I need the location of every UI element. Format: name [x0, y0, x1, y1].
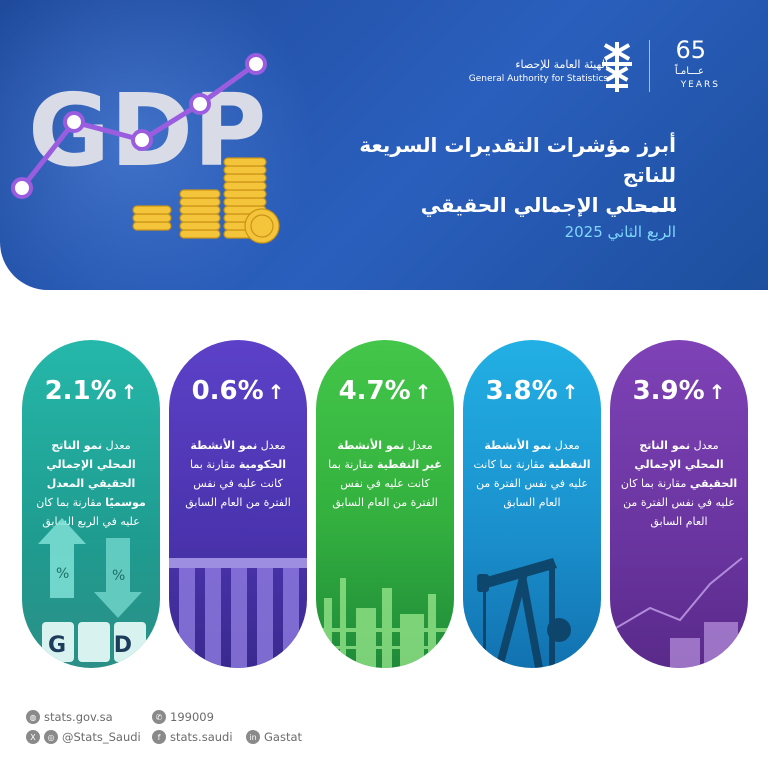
arrow-up-icon: ↑: [267, 380, 285, 404]
card-value: 3.8% ↑: [485, 376, 579, 406]
card-description: معدل نمو الأنشطة غير النفطية مقارنة بما …: [328, 439, 442, 509]
card-description: معدل نمو الناتج المحلي الإجمالي الحقيقي …: [36, 439, 146, 528]
card-description: معدل نمو الأنشطة الحكومية مقارنة بما كان…: [185, 439, 291, 509]
card-real-gdp: 3.9% ↑ معدل نمو الناتج المحلي الإجمالي ال…: [610, 340, 748, 668]
columns-building-icon: [169, 558, 307, 668]
facebook-icon: f: [152, 730, 166, 744]
card-non-oil-activities: 4.7% ↑ معدل نمو الأنشطة غير النفطية مقارن…: [316, 340, 454, 668]
gastat-logo: الهيئة العامة للإحصاء General Authority …: [469, 36, 726, 98]
svg-text:%: %: [56, 566, 69, 582]
indicator-cards: 2.1% ↑ معدل نمو الناتج المحلي الإجمالي ال…: [22, 340, 748, 670]
industrial-plant-icon: [316, 578, 454, 668]
org-name-ar: الهيئة العامة للإحصاء: [515, 58, 608, 71]
title-line-2: المحلي الإجمالي الحقيقي: [420, 193, 676, 217]
phone-icon: ✆: [152, 710, 166, 724]
years-label-en: YEARS: [680, 80, 720, 90]
footer-social-x-instagram[interactable]: X ◎ @Stats_Saudi: [26, 730, 141, 744]
title-underline: [636, 208, 676, 211]
svg-text:G D P: G D P: [48, 633, 160, 658]
gastat-emblem-icon: [602, 42, 632, 92]
percent-arrows-icon: % % G D P: [38, 518, 160, 662]
page-title: أبرز مؤشرات التقديرات السريعة للناتج الم…: [346, 130, 676, 220]
years-number: 65: [675, 36, 706, 64]
card-value: 3.9% ↑: [632, 376, 726, 406]
oil-pump-jack-icon: [477, 558, 571, 668]
footer-website[interactable]: ◍ stats.gov.sa: [26, 710, 113, 724]
svg-text:%: %: [112, 568, 125, 584]
card-value: 0.6% ↑: [191, 376, 285, 406]
card-description: معدل نمو الأنشطة النفطية مقارنة بما كانت…: [473, 439, 591, 509]
arrow-up-icon: ↑: [708, 380, 726, 404]
logo-divider: [649, 40, 650, 92]
card-value: 2.1% ↑: [44, 376, 138, 406]
footer-facebook[interactable]: f stats.saudi: [152, 730, 233, 744]
card-description: معدل نمو الناتج المحلي الإجمالي الحقيقي …: [620, 439, 738, 528]
footer-linkedin[interactable]: in Gastat: [246, 730, 302, 744]
header-banner: GDP: [0, 0, 768, 290]
footer-phone[interactable]: ✆ 199009: [152, 710, 214, 724]
years-label-ar: عـــامـاً: [674, 66, 704, 77]
org-name-en: General Authority for Statistics: [468, 74, 608, 84]
card-seasonally-adjusted-gdp: 2.1% ↑ معدل نمو الناتج المحلي الإجمالي ال…: [22, 340, 160, 668]
growth-chart-coins-icon: [615, 557, 743, 668]
arrow-up-icon: ↑: [561, 380, 579, 404]
instagram-icon: ◎: [44, 730, 58, 744]
card-government-activities: 0.6% ↑ معدل نمو الأنشطة الحكومية مقارنة ب…: [169, 340, 307, 668]
card-value: 4.7% ↑: [338, 376, 432, 406]
gdp-illustration: GDP: [11, 53, 280, 244]
period-label: الربع الثاني 2025: [564, 223, 676, 241]
title-line-1: أبرز مؤشرات التقديرات السريعة للناتج: [359, 133, 676, 187]
globe-icon: ◍: [26, 710, 40, 724]
arrow-up-icon: ↑: [414, 380, 432, 404]
linkedin-icon: in: [246, 730, 260, 744]
contact-footer: ◍ stats.gov.sa ✆ 199009 X ◎ @Stats_Saudi…: [26, 710, 326, 750]
card-oil-activities: 3.8% ↑ معدل نمو الأنشطة النفطية مقارنة بم…: [463, 340, 601, 668]
arrow-up-icon: ↑: [120, 380, 138, 404]
x-icon: X: [26, 730, 40, 744]
